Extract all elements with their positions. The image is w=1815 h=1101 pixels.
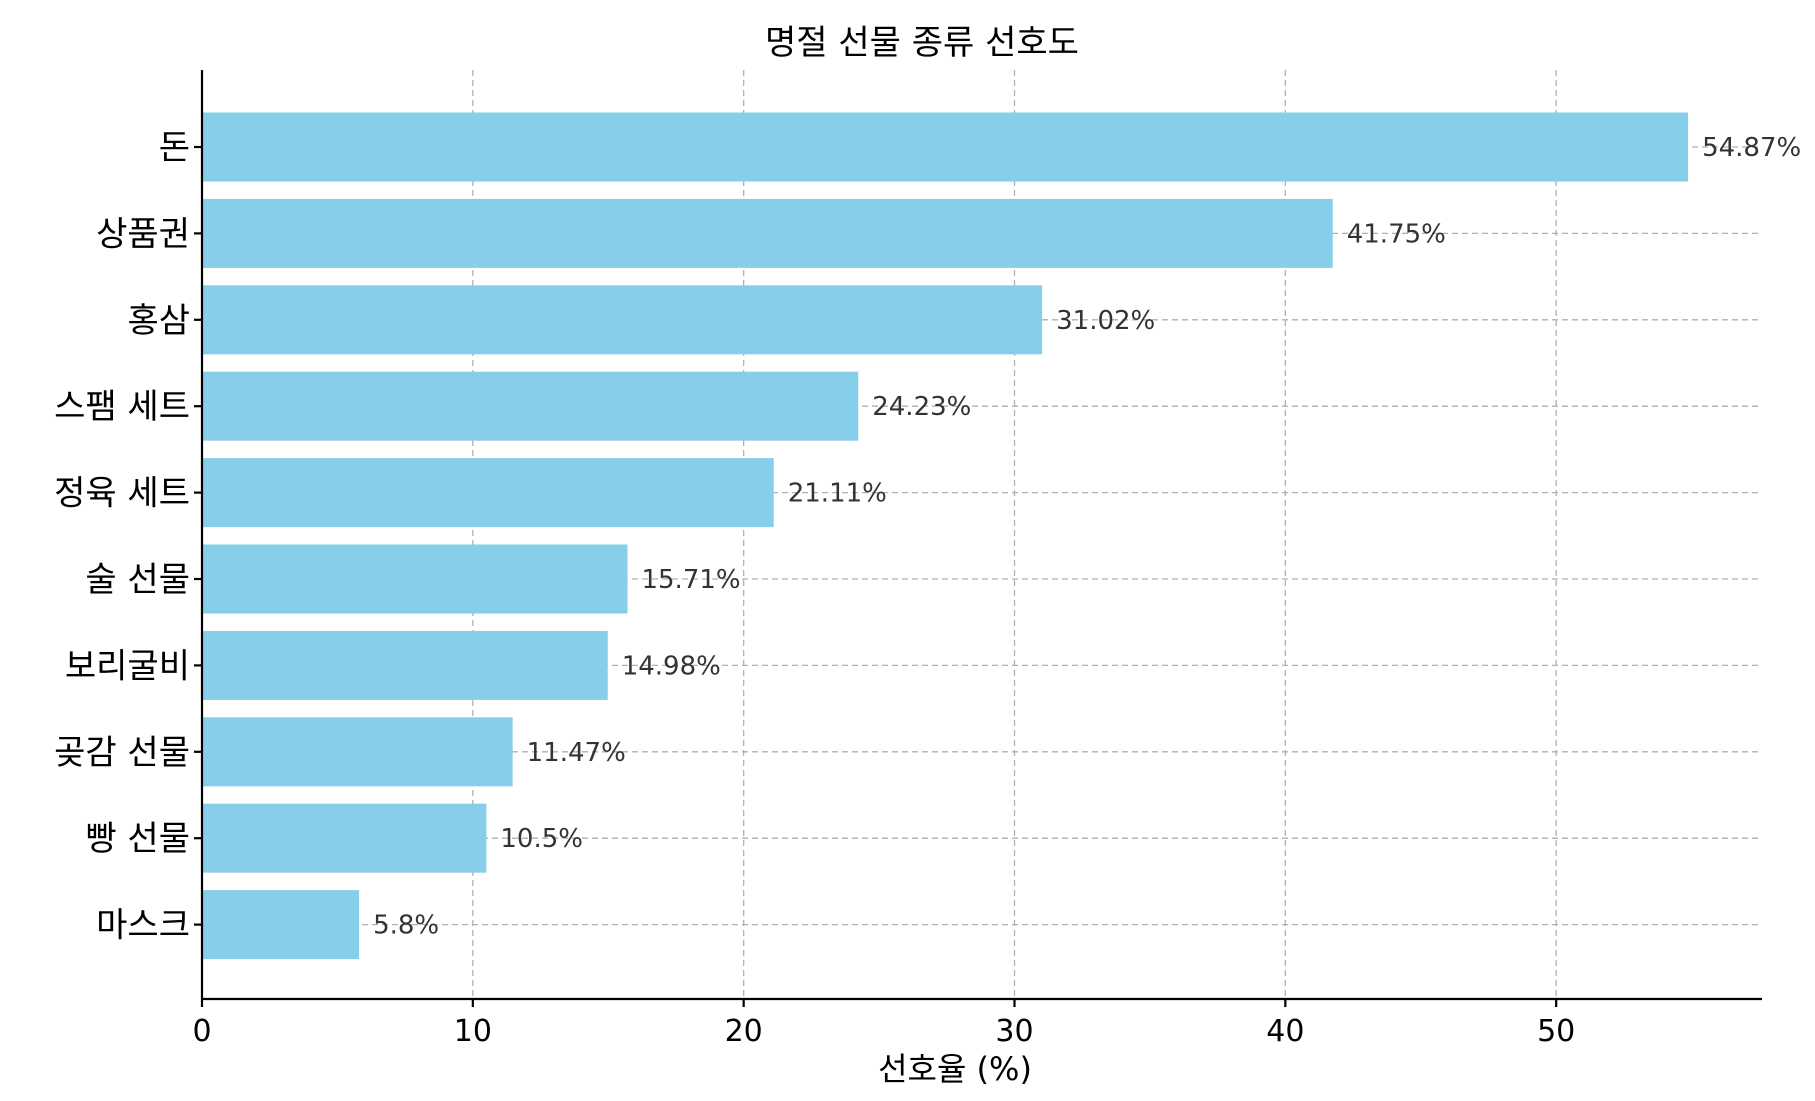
y-tick-label: 스팸 세트 [54, 387, 190, 427]
bar [202, 630, 608, 700]
bar-value-label: 15.71% [641, 565, 740, 595]
y-tick-label: 돈 [159, 128, 190, 168]
y-tick-label: 보리굴비 [65, 646, 190, 686]
bar-value-label: 54.87% [1702, 133, 1801, 163]
value-labels: 54.87% 41.75% 31.02% 24.23% 21.11% 15.71% 14.9… [373, 133, 1801, 941]
y-tick-label: 정육 세트 [54, 474, 190, 514]
bar [202, 198, 1333, 268]
bar [202, 803, 487, 873]
bar-value-label: 31.02% [1056, 306, 1155, 336]
bar [202, 544, 628, 614]
x-tick-label: 30 [995, 1014, 1033, 1049]
y-tick-label: 상품권 [96, 214, 190, 254]
bar [202, 717, 513, 787]
chart-title: 명절 선물 종류 선호도 [765, 23, 1079, 63]
bar [202, 112, 1689, 182]
y-tick-label: 빵 선물 [85, 819, 190, 859]
x-tick-label: 0 [192, 1014, 211, 1049]
bar [202, 285, 1043, 355]
y-tick-label: 마스크 [96, 906, 190, 946]
bar-value-label: 11.47% [527, 738, 626, 768]
x-tick-label: 20 [725, 1014, 763, 1049]
y-tick-label: 홍삼 [127, 301, 190, 341]
x-tick-label: 50 [1537, 1014, 1575, 1049]
bar [202, 371, 859, 441]
bars [202, 112, 1689, 960]
x-tick-label: 10 [454, 1014, 492, 1049]
y-tick-label: 곶감 선물 [54, 733, 190, 773]
x-axis-label: 선호율 (%) [878, 1050, 1032, 1088]
bar-value-label: 5.8% [373, 911, 439, 941]
bar [202, 890, 360, 960]
x-tick-label: 40 [1266, 1014, 1304, 1049]
y-tick-label: 술 선물 [85, 560, 190, 600]
bar-value-label: 21.11% [788, 479, 887, 509]
bar-value-label: 10.5% [500, 824, 583, 854]
bar-value-label: 14.98% [622, 651, 721, 681]
bar-value-label: 24.23% [872, 392, 971, 422]
bar [202, 458, 774, 528]
bar-value-label: 41.75% [1347, 219, 1446, 249]
